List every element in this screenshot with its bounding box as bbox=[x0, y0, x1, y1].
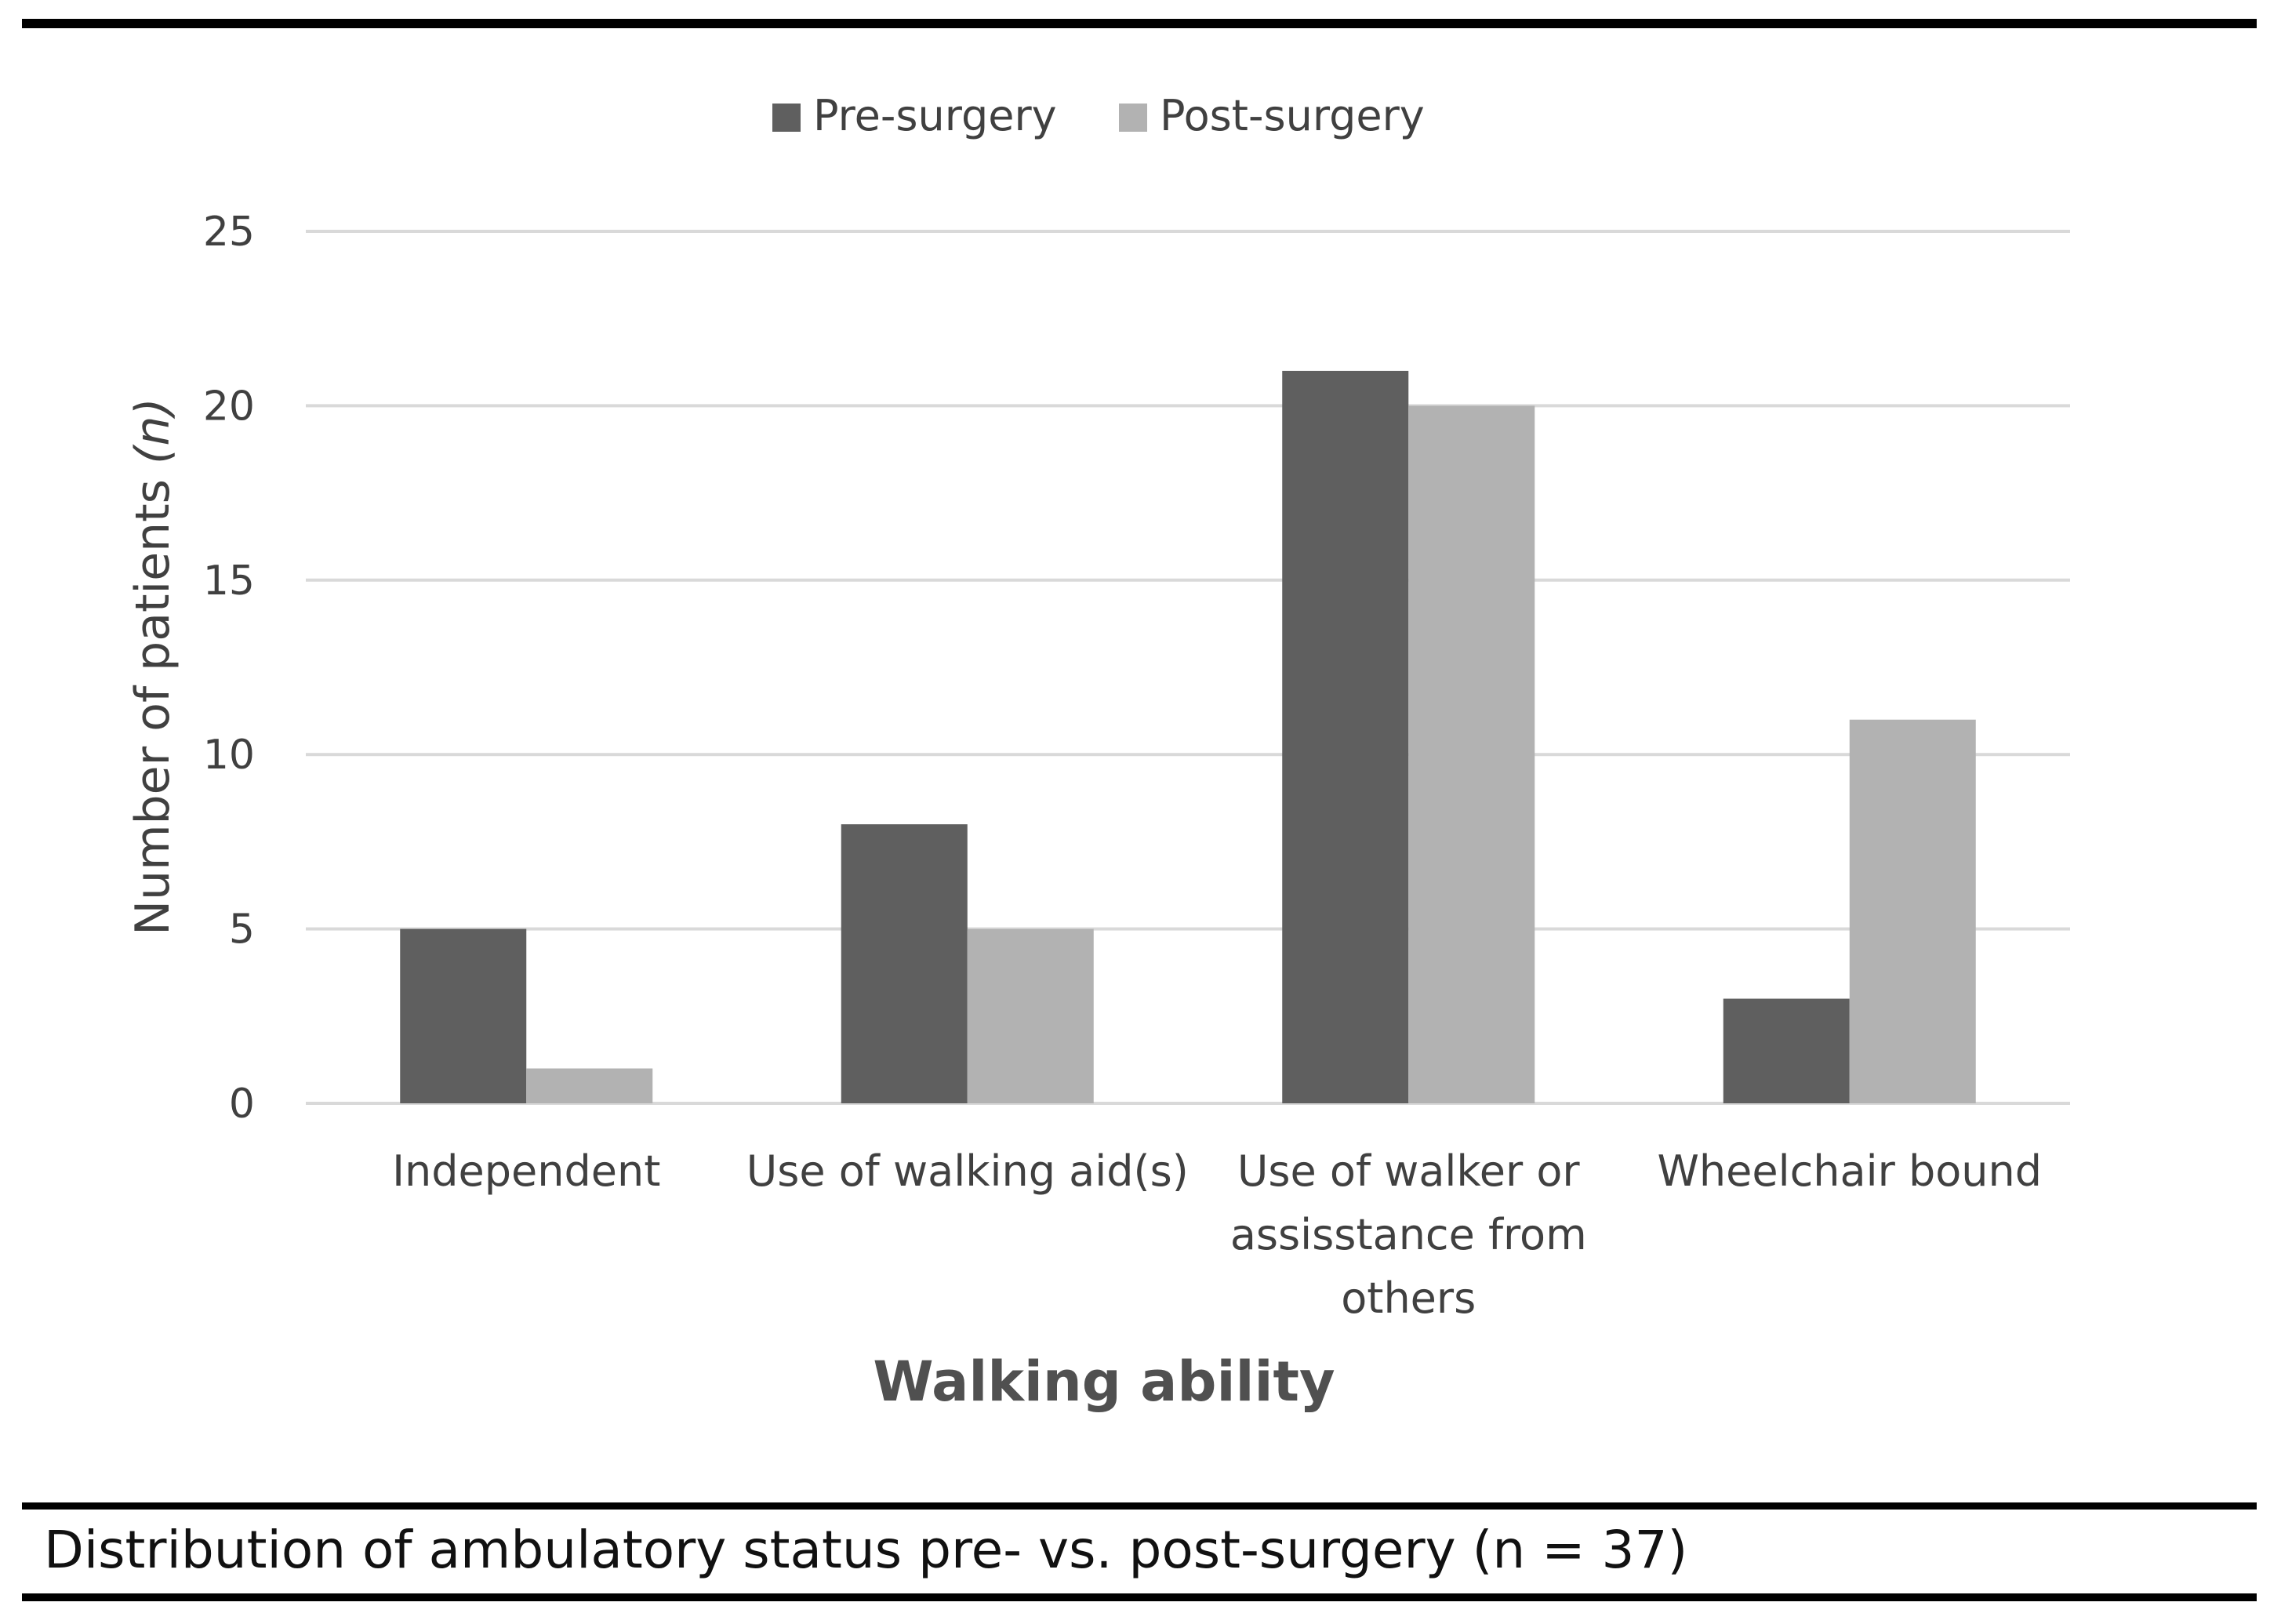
y-tick-label: 15 bbox=[203, 558, 255, 605]
y-tick-label: 5 bbox=[229, 906, 255, 954]
figure-caption: Distribution of ambulatory status pre- v… bbox=[44, 1520, 1688, 1580]
category-label-0: Independent bbox=[392, 1146, 660, 1196]
caption-top-rule bbox=[22, 1502, 2257, 1510]
category-label-3: Wheelchair bound bbox=[1658, 1146, 2042, 1196]
bar-pre-surgery-1 bbox=[841, 824, 968, 1103]
bar-post-surgery-2 bbox=[1408, 405, 1535, 1103]
chart: 0 5 10 15 20 25 Independent Use of walking aid… bbox=[125, 91, 2070, 1414]
bar-pre-surgery-2 bbox=[1282, 370, 1409, 1103]
category-label-2: Use of walker or bbox=[1237, 1146, 1580, 1196]
bar-pre-surgery-3 bbox=[1723, 998, 1850, 1103]
y-tick-label: 0 bbox=[229, 1081, 255, 1128]
category-label-2: assisstance from bbox=[1230, 1210, 1587, 1259]
legend: Pre-surgery Post-surgery bbox=[772, 91, 1425, 140]
y-axis-label-italic: (n) bbox=[125, 398, 180, 464]
bar-post-surgery-1 bbox=[967, 928, 1094, 1103]
y-axis-label-main: Number of patients bbox=[125, 464, 180, 936]
y-tick-label: 20 bbox=[203, 383, 255, 430]
bar-post-surgery-3 bbox=[1849, 719, 1976, 1103]
legend-label-pre-surgery: Pre-surgery bbox=[813, 91, 1057, 140]
legend-label-post-surgery: Post-surgery bbox=[1160, 91, 1425, 140]
category-label-2: others bbox=[1341, 1273, 1476, 1323]
y-axis-ticks: 0 5 10 15 20 25 bbox=[203, 209, 255, 1128]
bar-pre-surgery-0 bbox=[400, 928, 527, 1103]
bar-post-surgery-0 bbox=[526, 1068, 653, 1103]
category-label-1: Use of walking aid(s) bbox=[746, 1146, 1189, 1196]
bars bbox=[400, 370, 1976, 1103]
x-axis-category-labels: Independent Use of walking aid(s) Use of w… bbox=[392, 1146, 2042, 1323]
y-tick-label: 25 bbox=[203, 209, 255, 256]
top-rule bbox=[22, 19, 2257, 28]
bottom-rule bbox=[22, 1593, 2257, 1601]
gridlines bbox=[306, 230, 2070, 1105]
legend-swatch-post-surgery bbox=[1119, 104, 1147, 132]
x-axis-label: Walking ability bbox=[873, 1350, 1335, 1414]
y-tick-label: 10 bbox=[203, 732, 255, 779]
legend-swatch-pre-surgery bbox=[772, 104, 801, 132]
y-axis-label: Number of patients (n) bbox=[125, 398, 180, 936]
